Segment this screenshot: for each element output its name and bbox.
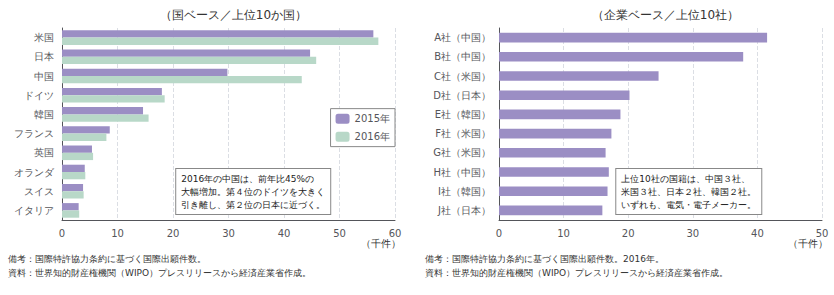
svg-text:C社（米国）: C社（米国） <box>434 71 491 82</box>
svg-text:40: 40 <box>751 228 764 239</box>
svg-text:50: 50 <box>333 228 346 239</box>
svg-text:備考：国際特許協力条約に基づく国際出願件数。2016年。: 備考：国際特許協力条約に基づく国際出願件数。2016年。 <box>425 254 664 264</box>
svg-text:（国ベース／上位10か国）: （国ベース／上位10か国） <box>160 8 307 22</box>
svg-text:50: 50 <box>816 228 829 239</box>
svg-text:60: 60 <box>389 228 402 239</box>
svg-text:資料：世界知的財産権機関（WIPO）プレスリリースから経済産: 資料：世界知的財産権機関（WIPO）プレスリリースから経済産業省作成。 <box>425 268 728 278</box>
svg-text:H社（中国）: H社（中国） <box>433 167 491 178</box>
svg-text:30: 30 <box>686 228 699 239</box>
svg-text:J社（日本）: J社（日本） <box>437 205 491 216</box>
svg-text:D社（日本）: D社（日本） <box>433 90 491 101</box>
svg-text:上位10社の国籍は、中国３社、: 上位10社の国籍は、中国３社、 <box>621 174 749 184</box>
svg-text:30: 30 <box>222 228 235 239</box>
svg-text:E社（韓国）: E社（韓国） <box>435 109 491 120</box>
svg-text:2016年: 2016年 <box>355 131 390 142</box>
svg-text:2016年の中国は、前年比45%の: 2016年の中国は、前年比45%の <box>181 174 314 184</box>
svg-text:0: 0 <box>496 228 502 239</box>
svg-text:備考：国際特許協力条約に基づく国際出願件数。: 備考：国際特許協力条約に基づく国際出願件数。 <box>8 254 206 264</box>
svg-text:中国: 中国 <box>34 71 54 82</box>
svg-text:いずれも、電気・電子メーカー。: いずれも、電気・電子メーカー。 <box>621 200 756 210</box>
svg-text:米国３社、日本２社、韓国２社。: 米国３社、日本２社、韓国２社。 <box>621 187 756 197</box>
svg-text:大幅増加。第４位のドイツを大きく: 大幅増加。第４位のドイツを大きく <box>181 187 325 197</box>
svg-text:10: 10 <box>111 228 124 239</box>
svg-text:20: 20 <box>167 228 180 239</box>
svg-text:引き離し、第２位の日本に近づく。: 引き離し、第２位の日本に近づく。 <box>181 200 325 210</box>
svg-text:（千件）: （千件） <box>788 238 828 249</box>
svg-text:2015年: 2015年 <box>355 113 390 124</box>
svg-text:I社（韓国）: I社（韓国） <box>438 186 491 197</box>
svg-text:米国: 米国 <box>34 32 54 43</box>
svg-text:韓国: 韓国 <box>34 109 54 120</box>
svg-text:イタリア: イタリア <box>14 205 54 216</box>
svg-text:G社（米国）: G社（米国） <box>433 147 491 158</box>
svg-text:（企業ベース／上位10社）: （企業ベース／上位10社） <box>592 8 739 22</box>
svg-text:B社（中国）: B社（中国） <box>434 51 491 62</box>
svg-text:英国: 英国 <box>34 147 54 158</box>
svg-text:0: 0 <box>59 228 65 239</box>
svg-text:資料：世界知的財産権機関（WIPO）プレスリリースから経済産: 資料：世界知的財産権機関（WIPO）プレスリリースから経済産業省作成。 <box>8 268 311 278</box>
svg-text:40: 40 <box>278 228 291 239</box>
svg-text:スイス: スイス <box>24 186 54 197</box>
svg-text:20: 20 <box>622 228 635 239</box>
svg-text:A社（中国）: A社（中国） <box>434 32 491 43</box>
svg-text:10: 10 <box>557 228 570 239</box>
svg-text:（千件）: （千件） <box>361 238 401 249</box>
svg-text:オランダ: オランダ <box>14 167 55 178</box>
svg-text:ドイツ: ドイツ <box>24 90 54 101</box>
svg-text:日本: 日本 <box>34 51 54 62</box>
svg-text:フランス: フランス <box>14 128 54 139</box>
svg-text:F社（米国）: F社（米国） <box>435 128 491 139</box>
